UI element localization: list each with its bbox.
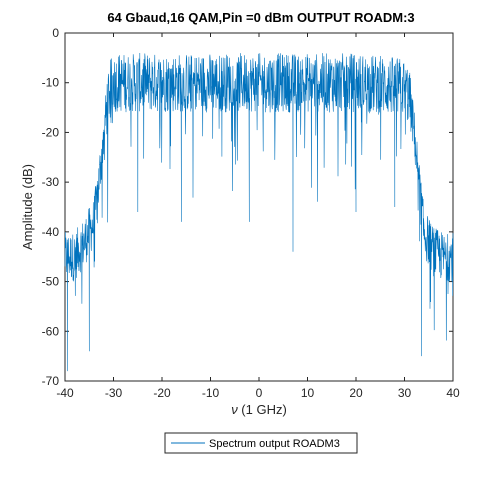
x-axis-label-unit: (1 GHz): [238, 402, 287, 417]
x-tick-label: 30: [398, 386, 412, 400]
legend: Spectrum output ROADM3: [164, 432, 358, 454]
y-tick-label: -30: [42, 175, 60, 189]
legend-label: Spectrum output ROADM3: [209, 438, 340, 450]
y-tick-label: 0: [52, 26, 59, 40]
x-axis-label: ν (1 GHz): [231, 402, 287, 417]
x-axis-ticks: -40 -30 -20 -10 0 10 20 30 40: [56, 33, 460, 400]
chart-title: 64 Gbaud,16 QAM,Pin =0 dBm OUTPUT ROADM:…: [107, 10, 414, 25]
y-axis-ticks: 0 -10 -20 -30 -40 -50 -60 -70: [42, 26, 453, 388]
y-axis-label: Amplitude (dB): [20, 164, 35, 250]
x-axis-label-symbol: ν: [231, 402, 238, 417]
y-tick-label: -40: [42, 225, 60, 239]
y-tick-label: -20: [42, 125, 60, 139]
spectrum-line: [64, 52, 454, 372]
x-tick-label: 40: [446, 386, 460, 400]
legend-box: [164, 432, 358, 454]
x-tick-label: 0: [256, 386, 263, 400]
x-tick-label: -40: [56, 386, 74, 400]
x-tick-label: -20: [153, 386, 171, 400]
spectrum-series: [64, 52, 454, 372]
x-tick-label: -30: [105, 386, 123, 400]
x-tick-label: 20: [349, 386, 363, 400]
y-tick-label: -10: [42, 76, 60, 90]
y-tick-label: -50: [42, 275, 60, 289]
x-tick-label: 10: [301, 386, 315, 400]
x-tick-label: -10: [202, 386, 220, 400]
y-tick-label: -70: [42, 374, 60, 388]
y-tick-label: -60: [42, 324, 60, 338]
